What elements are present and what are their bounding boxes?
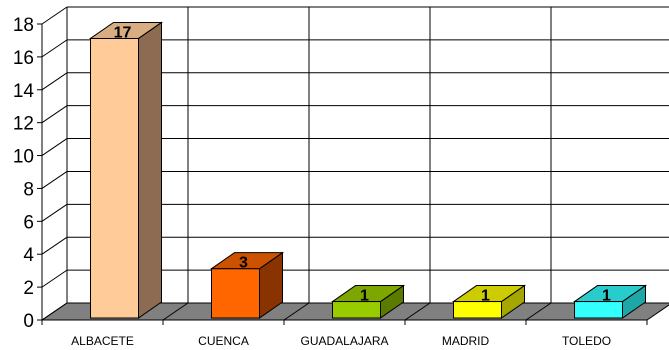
gridline-sidewall	[41, 302, 68, 321]
bar-top-face	[451, 285, 527, 303]
bar-front-face	[90, 37, 139, 319]
floor-divider	[525, 302, 552, 321]
y-tick-label: 2	[23, 278, 34, 299]
floor-divider	[404, 302, 431, 321]
labels-layer: 17 ALBACETE 3 CUENCA 1 GUADALAJARA 1 MADRID 1 TOL…	[71, 24, 611, 348]
bar-value-label: 17	[114, 24, 132, 41]
gridline-sidewall	[41, 72, 68, 91]
gridline-sidewall	[41, 236, 68, 255]
gridline-sidewall	[41, 203, 68, 222]
y-tick-label: 0	[23, 311, 34, 332]
bar-front-face	[453, 301, 502, 319]
bars-layer	[88, 21, 648, 319]
bar-value-label: 1	[602, 288, 611, 305]
bar-value-label: 1	[481, 288, 490, 305]
y-tick-label: 14	[13, 81, 35, 102]
y-tick-label: 6	[23, 212, 34, 233]
bar-top-face	[572, 285, 648, 303]
gridlines-layer	[41, 6, 669, 321]
gridline-sidewall	[41, 6, 68, 25]
gridline-sidewall	[41, 39, 68, 58]
x-category-label: GUADALAJARA	[300, 334, 388, 348]
bar-top-face	[330, 285, 406, 303]
y-tick-label: 18	[13, 15, 34, 36]
floor-divider	[162, 302, 189, 321]
bar-front-face	[574, 301, 623, 319]
x-category-label: ALBACETE	[71, 334, 134, 348]
y-tick-label: 12	[13, 114, 34, 135]
bar-value-label: 3	[239, 255, 248, 272]
y-tick-label: 10	[13, 147, 34, 168]
gridline-sidewall	[41, 269, 68, 288]
y-axis-layer: 0 2 4 6 8 10 12 14 16 18	[13, 15, 648, 332]
bar-value-label: 1	[360, 288, 369, 305]
floor-divider	[283, 302, 310, 321]
bar-front-face	[211, 268, 260, 319]
bar-top-face	[209, 252, 285, 270]
bar-side-face	[138, 21, 162, 319]
y-tick-label: 16	[13, 48, 34, 69]
x-category-label: TOLEDO	[562, 334, 611, 348]
gridline-sidewall	[41, 171, 68, 189]
x-category-label: CUENCA	[198, 334, 249, 348]
x-category-label: MADRID	[442, 334, 490, 348]
bar-front-face	[332, 301, 381, 319]
y-tick-label: 4	[23, 245, 34, 266]
y-tick-label: 8	[23, 179, 34, 200]
bar-top-face	[88, 21, 164, 39]
gridline-sidewall	[41, 138, 68, 156]
gridline-sidewall	[41, 105, 68, 124]
